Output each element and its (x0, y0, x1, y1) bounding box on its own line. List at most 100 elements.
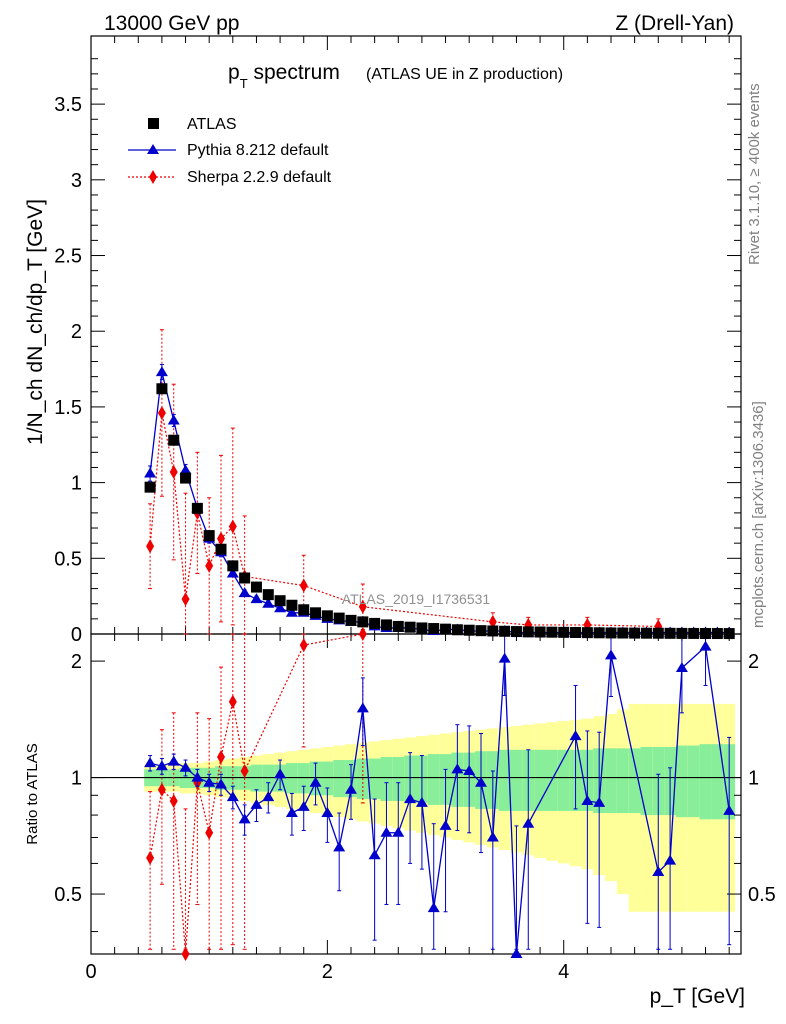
sherpa-ratio-point (217, 750, 225, 765)
pythia-ratio-point (144, 757, 157, 768)
pythia-main-point (262, 597, 275, 608)
sherpa-main-point (169, 465, 178, 480)
atlas-data-point (333, 612, 345, 624)
atlas-data-point (510, 626, 522, 638)
sherpa-main-point (358, 599, 367, 614)
pythia-ratio-point (498, 652, 511, 663)
atlas-data-point (451, 624, 463, 636)
band-inner-bin (498, 749, 511, 811)
x-tick-label: 0 (85, 961, 96, 983)
x-tick-label: 2 (322, 961, 333, 983)
pythia-ratio-point (415, 796, 428, 807)
atlas-data-point (664, 627, 676, 639)
rivet-label: Rivet 3.1.10, ≥ 400k events (746, 83, 763, 265)
atlas-series (144, 383, 735, 640)
atlas-data-point (617, 627, 629, 639)
ratio-tick-label-left: 0.5 (54, 884, 82, 906)
ratio-tick-label-right: 0.5 (748, 884, 776, 906)
band-inner-bin (640, 746, 653, 816)
ratio-tick-label-left: 2 (71, 651, 82, 673)
pythia-ratio-point (699, 640, 712, 651)
pythia-ratio-point (475, 776, 487, 787)
band-inner-bin (711, 744, 724, 820)
x-tick-label: 4 (558, 961, 569, 983)
energy-label: 13000 GeV pp (104, 12, 239, 35)
pythia-main-point (274, 602, 287, 613)
pythia-ratio-point (356, 702, 369, 713)
pythia-main-point (167, 414, 180, 425)
band-inner-bin (510, 749, 523, 811)
band-inner-bin (687, 745, 700, 818)
atlas-data-point (144, 481, 156, 493)
sherpa-ratio-point (228, 694, 237, 709)
sherpa-main-point (205, 558, 214, 573)
atlas-data-point (274, 595, 286, 607)
band-inner-bin (368, 758, 381, 800)
legend-sherpa-label: Sherpa 2.2.9 default (187, 169, 332, 186)
band-inner-bin (321, 761, 334, 796)
pythia-ratio-point (203, 776, 216, 787)
pythia-main-point (155, 366, 168, 377)
pythia-ratio-point (380, 826, 393, 837)
atlas-data-point (640, 627, 652, 639)
pythia-main-point (285, 606, 298, 617)
y-tick-label: 2 (71, 321, 82, 343)
process-label: Z (Drell-Yan) (615, 12, 734, 35)
sherpa-ratio-point (205, 825, 214, 840)
atlas-data-point (180, 472, 192, 484)
atlas-data-point (723, 628, 735, 640)
sherpa-main-point (217, 531, 225, 546)
y-tick-label: 0 (71, 624, 82, 646)
atlas-data-point (676, 627, 688, 639)
legend-atlas-label: ATLAS (187, 116, 237, 133)
atlas-data-point (369, 617, 381, 629)
band-inner-bin (628, 748, 641, 813)
atlas-data-point (239, 572, 251, 584)
atlas-data-point (203, 530, 215, 542)
y-tick-label: 1 (71, 473, 82, 495)
atlas-data-point (404, 621, 416, 633)
pythia-main-point (179, 464, 192, 475)
x-axis-label: p_T [GeV] (650, 985, 745, 1008)
pythia-ratio-point (226, 791, 239, 802)
y-tick-label: 2.5 (54, 246, 82, 268)
atlas-data-point (250, 581, 262, 593)
legend-pythia-marker (147, 144, 159, 154)
atlas-data-point (605, 627, 617, 639)
y-tick-label: 1.5 (54, 397, 82, 419)
sherpa-ratio-line (149, 633, 363, 955)
pythia-ratio-point (605, 649, 617, 660)
atlas-data-point (168, 434, 180, 446)
atlas-data-point (156, 383, 168, 395)
legend-atlas-marker (148, 118, 159, 129)
sherpa-main-point (181, 592, 190, 607)
ratio-tick-label-right: 2 (748, 651, 759, 673)
atlas-data-point (499, 625, 511, 637)
atlas-data-point (629, 627, 641, 639)
atlas-data-point (262, 589, 274, 601)
atlas-data-point (581, 627, 593, 639)
band-inner-bin (392, 757, 405, 801)
atlas-data-point (475, 625, 487, 637)
atlas-data-point (700, 627, 712, 639)
band-inner-bin (616, 748, 629, 813)
atlas-data-point (227, 560, 239, 572)
ratio-tick-label-right: 1 (748, 768, 759, 790)
y-tick-label: 3 (71, 170, 82, 192)
band-inner-bin (427, 754, 440, 805)
sherpa-main-point (228, 519, 237, 534)
atlas-data-point (463, 624, 475, 636)
band-inner-bin (380, 757, 393, 801)
atlas-data-point (357, 616, 369, 628)
atlas-data-point (345, 614, 357, 626)
pythia-main-point (238, 587, 251, 598)
analysis-label: ATLAS_2019_I1736531 (342, 591, 491, 607)
legend-pythia-label: Pythia 8.212 default (187, 142, 329, 159)
atlas-data-point (191, 502, 203, 514)
atlas-data-point (298, 604, 310, 616)
band-inner-bin (286, 763, 298, 794)
pythia-ratio-line (149, 645, 730, 955)
atlas-data-point (416, 622, 428, 634)
atlas-data-point (546, 626, 558, 638)
